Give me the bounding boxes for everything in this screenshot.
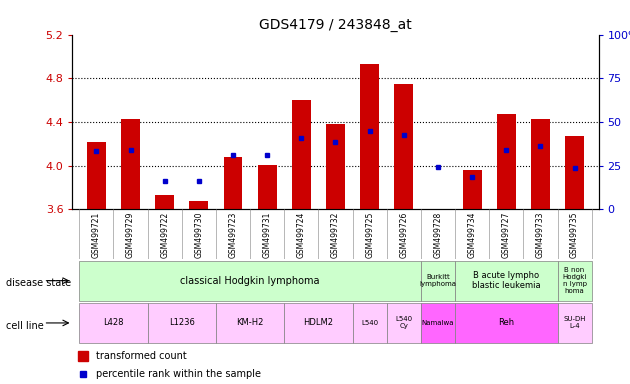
- Text: L540: L540: [361, 320, 378, 326]
- FancyBboxPatch shape: [421, 261, 455, 301]
- FancyBboxPatch shape: [353, 303, 387, 343]
- Text: GSM499725: GSM499725: [365, 212, 374, 258]
- Text: L428: L428: [103, 318, 123, 328]
- Text: GSM499723: GSM499723: [229, 212, 238, 258]
- Text: GSM499734: GSM499734: [467, 212, 477, 258]
- Bar: [121, 119, 140, 209]
- FancyBboxPatch shape: [147, 303, 216, 343]
- Text: GSM499721: GSM499721: [92, 212, 101, 258]
- Text: GSM499732: GSM499732: [331, 212, 340, 258]
- Bar: [565, 136, 584, 209]
- FancyBboxPatch shape: [558, 261, 592, 301]
- Bar: [462, 170, 481, 209]
- Text: GSM499726: GSM499726: [399, 212, 408, 258]
- Bar: [326, 124, 345, 209]
- Text: cell line: cell line: [6, 321, 44, 331]
- Text: GSM499735: GSM499735: [570, 212, 579, 258]
- Text: transformed count: transformed count: [96, 351, 187, 361]
- Bar: [531, 119, 550, 209]
- FancyBboxPatch shape: [79, 303, 147, 343]
- Text: Reh: Reh: [498, 318, 514, 328]
- Text: L540
Cy: L540 Cy: [395, 316, 413, 329]
- FancyBboxPatch shape: [455, 303, 558, 343]
- Bar: [292, 100, 311, 209]
- Text: GSM499728: GSM499728: [433, 212, 442, 258]
- Text: classical Hodgkin lymphoma: classical Hodgkin lymphoma: [180, 276, 320, 286]
- FancyBboxPatch shape: [284, 303, 353, 343]
- Text: GSM499724: GSM499724: [297, 212, 306, 258]
- Text: Namalwa: Namalwa: [421, 320, 454, 326]
- Bar: [224, 157, 243, 209]
- Text: GSM499727: GSM499727: [501, 212, 511, 258]
- Text: L1236: L1236: [169, 318, 195, 328]
- Bar: [360, 64, 379, 209]
- Bar: [87, 142, 106, 209]
- Bar: [428, 209, 447, 240]
- Text: B acute lympho
blastic leukemia: B acute lympho blastic leukemia: [472, 271, 541, 290]
- Text: GSM499722: GSM499722: [160, 212, 169, 258]
- Text: Burkitt
lymphoma: Burkitt lymphoma: [420, 274, 457, 287]
- Title: GDS4179 / 243848_at: GDS4179 / 243848_at: [259, 18, 412, 32]
- Text: SU-DH
L-4: SU-DH L-4: [563, 316, 586, 329]
- Text: percentile rank within the sample: percentile rank within the sample: [96, 369, 261, 379]
- FancyBboxPatch shape: [558, 303, 592, 343]
- FancyBboxPatch shape: [387, 303, 421, 343]
- Text: GSM499733: GSM499733: [536, 212, 545, 258]
- Text: GSM499731: GSM499731: [263, 212, 272, 258]
- Text: GSM499729: GSM499729: [126, 212, 135, 258]
- Text: KM-H2: KM-H2: [236, 318, 264, 328]
- Bar: [155, 195, 174, 209]
- FancyBboxPatch shape: [79, 261, 421, 301]
- Text: GSM499730: GSM499730: [194, 212, 203, 258]
- Bar: [258, 164, 277, 209]
- Bar: [394, 84, 413, 209]
- FancyBboxPatch shape: [421, 303, 455, 343]
- FancyBboxPatch shape: [455, 261, 558, 301]
- Text: disease state: disease state: [6, 278, 71, 288]
- Bar: [497, 114, 516, 209]
- Text: B non
Hodgki
n lymp
homa: B non Hodgki n lymp homa: [563, 267, 587, 294]
- FancyBboxPatch shape: [216, 303, 284, 343]
- Text: HDLM2: HDLM2: [304, 318, 333, 328]
- Bar: [190, 200, 209, 209]
